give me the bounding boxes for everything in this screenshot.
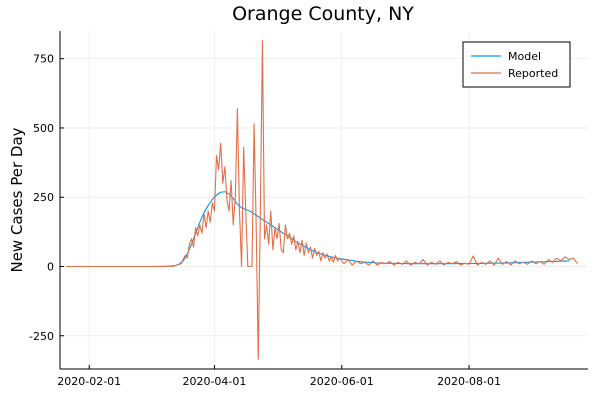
series-line-model: [66, 191, 570, 268]
series-line-reported: [66, 40, 579, 360]
legend-label-model: Model: [508, 50, 541, 63]
x-tick-label: 2020-08-01: [437, 375, 501, 388]
legend-box: [462, 41, 571, 88]
x-tick-label: 2020-06-01: [310, 375, 374, 388]
y-tick-label: 250: [33, 191, 54, 204]
y-tick-label: 750: [33, 53, 54, 66]
y-tick-label: -250: [29, 330, 54, 343]
legend: Model Reported: [462, 41, 571, 88]
chart-title: Orange County, NY: [232, 3, 414, 25]
axes-layer: 2020-02-01 2020-04-01 2020-06-01 2020-08-01…: [29, 31, 588, 388]
series-layer: [66, 40, 579, 360]
x-tick-label: 2020-04-01: [182, 375, 246, 388]
y-axis-label: New Cases Per Day: [8, 127, 26, 272]
y-tick-label: 500: [33, 122, 54, 135]
y-tick-label: 0: [47, 260, 54, 273]
x-tick-label: 2020-02-01: [57, 375, 121, 388]
legend-label-reported: Reported: [508, 67, 558, 80]
